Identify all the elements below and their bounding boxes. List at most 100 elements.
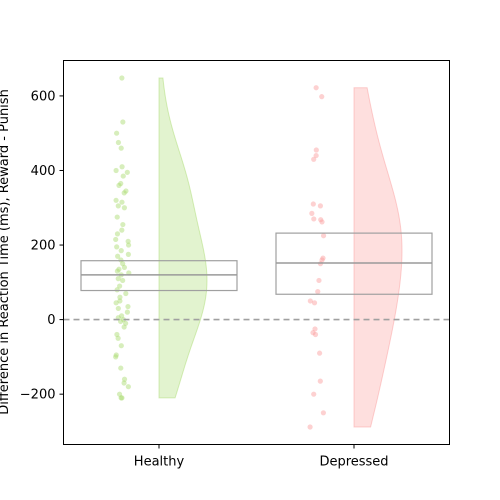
healthy-data-point [120,317,127,323]
healthy-data-point [113,236,119,243]
healthy-data-point [121,205,128,211]
healthy-data-point [114,130,120,136]
healthy-data-point [114,214,120,220]
depressed-data-point [312,326,318,332]
y-tick-label: 200 [31,239,56,254]
healthy-data-point [114,287,120,293]
y-tick-label: 0 [47,313,55,328]
healthy-data-point [121,380,127,386]
healthy-data-point [121,324,127,330]
healthy-data-point [125,251,131,257]
healthy-data-point [113,352,119,358]
depressed-data-point [313,152,319,159]
healthy-data-point [113,300,119,306]
depressed-data-point [307,298,313,304]
healthy-data-point [115,305,121,312]
healthy-data-point [118,145,124,151]
healthy-data-point [117,298,123,304]
depressed-data-point [320,233,327,239]
healthy-data-point [113,197,119,203]
healthy-data-point [118,180,124,187]
healthy-data-point [125,242,132,248]
depressed-data-point [316,277,322,284]
y-axis-label: Difference in Reaction Time (ms), Reward… [0,89,12,415]
axes-layer: Healthy Depressed −200 0 200 400 600 [20,89,389,469]
healthy-data-point [121,190,127,196]
y-tick-label: −200 [20,388,56,403]
healthy-data-point [118,313,125,319]
healthy-data-point [119,75,125,81]
healthy-data-point [115,139,122,146]
depressed-data-point [309,210,315,216]
depressed-data-point [311,216,317,222]
depressed-data-point [317,378,323,384]
healthy-data-point [115,253,121,259]
density-layer [158,77,403,428]
depressed-data-point [318,217,324,223]
depressed-data-point [307,424,313,430]
healthy-data-point [118,365,124,371]
healthy-data-point [120,277,126,284]
depressed-data-point [319,219,325,225]
x-tick-label-healthy: Healthy [134,455,185,470]
healthy-data-point [119,199,125,205]
healthy-data-point [125,384,131,390]
depressed-data-point [315,289,321,295]
healthy-data-point [115,335,121,341]
depressed-data-point [310,330,316,336]
healthy-data-point [119,227,125,233]
healthy-data-point [114,268,120,274]
depressed-data-point [320,410,326,416]
healthy-data-point [118,395,124,401]
healthy-data-point [123,320,129,326]
healthy-data-point [119,395,125,401]
healthy-data-point [113,167,119,174]
healthy-data-point [125,303,131,310]
healthy-density [158,77,208,399]
depressed-data-point [319,94,325,100]
healthy-data-point [120,119,126,125]
depressed-data-point [313,85,319,91]
healthy-data-point [116,391,123,397]
depressed-data-point [311,156,317,162]
healthy-data-point [114,331,120,338]
healthy-data-point [123,290,129,297]
healthy-data-point [124,169,130,175]
healthy-data-point [114,244,120,250]
depressed-data-point [317,203,323,209]
depressed-data-point [311,391,317,397]
healthy-data-point [125,238,131,244]
depressed-data-point [317,350,323,356]
depressed-data-point [310,201,316,207]
healthy-data-point [115,203,121,209]
depressed-data-point [313,147,319,153]
healthy-data-point [118,248,124,254]
healthy-data-point [117,283,123,289]
y-tick-label: 400 [31,164,56,179]
depressed-data-point [320,255,326,261]
y-tick-label: 600 [31,89,56,104]
healthy-data-point [121,264,128,271]
box-layer [80,232,433,295]
healthy-data-point [113,354,119,360]
healthy-data-point [115,276,121,282]
healthy-data-point [123,188,129,194]
healthy-data-point [118,343,124,349]
points-layer [113,75,327,430]
plot-frame [63,60,450,445]
healthy-data-point [116,182,122,188]
healthy-data-point [117,294,123,300]
healthy-data-point [114,231,121,237]
depressed-data-point [312,331,319,338]
healthy-data-point [121,376,128,382]
depressed-data-point [319,257,325,263]
healthy-data-point [124,309,130,315]
depressed-data-point [311,300,318,306]
healthy-data-point [120,261,126,267]
healthy-data-point [119,164,125,170]
healthy-data-point [120,221,126,228]
x-tick-label-depressed: Depressed [319,455,388,470]
depressed-density [353,87,403,428]
healthy-data-point [120,173,126,179]
